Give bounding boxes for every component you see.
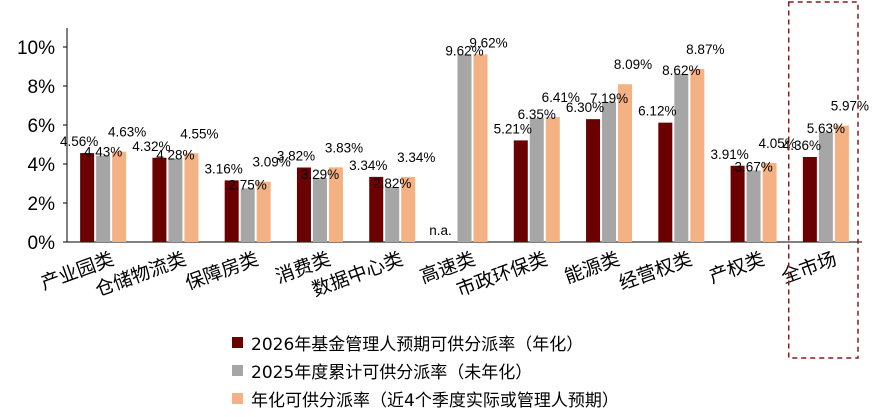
- bar-2-6: [457, 54, 472, 242]
- category-label-9: 经营权类: [616, 248, 695, 295]
- bar-3-10: [762, 163, 777, 242]
- data-labels: 4.56%4.43% 4.63%4.32%4.28% 4.55% 3.16%2.75%…: [60, 35, 869, 238]
- data-label-1-2: 4.32%: [132, 139, 170, 154]
- bar-1-2: [152, 157, 167, 242]
- bar-3-3: [256, 181, 271, 242]
- legend-swatch-series-3: [232, 392, 243, 404]
- category-label-8: 能源类: [562, 248, 623, 288]
- bar-2-7: [529, 118, 544, 242]
- data-label-2-1: 4.43%: [84, 145, 122, 160]
- data-label-3-8: 8.09%: [614, 57, 652, 72]
- legend-swatch-series-1: [232, 336, 243, 348]
- data-label-3-10: 4.05%: [758, 136, 796, 151]
- y-tick-label: 6%: [28, 116, 56, 137]
- bar-2-3: [240, 188, 255, 242]
- data-label-2-9: 8.62%: [662, 63, 700, 78]
- y-tick-label: 2%: [28, 194, 56, 215]
- category-label-11: 全市场: [778, 248, 839, 288]
- bar-1-8: [586, 119, 601, 242]
- bar-2-9: [674, 73, 689, 242]
- bar-3-4: [328, 167, 343, 242]
- data-label-2-5: 2.82%: [373, 176, 411, 191]
- data-label-2-7: 6.35%: [518, 107, 556, 122]
- bar-3-1: [112, 151, 127, 242]
- data-label-3-7: 6.41%: [542, 90, 580, 105]
- data-label-3-9: 8.87%: [686, 42, 724, 57]
- data-label-1-1: 4.56%: [60, 134, 98, 149]
- data-label-3-1: 4.63%: [108, 125, 146, 140]
- bar-3-7: [545, 117, 560, 242]
- data-label-1-6: n.a.: [429, 223, 452, 238]
- data-label-1-10: 3.91%: [710, 147, 748, 162]
- bar-2-5: [385, 187, 400, 242]
- data-label-1-3: 3.16%: [205, 161, 243, 176]
- legend-item-series-3: 年化可供分派率（近4个季度实际或管理人预期）: [232, 386, 619, 411]
- category-labels: 产业园类仓储物流类保障房类 消费类数据中心类 高速类市政环保类 能源类经营权类 产权类全…: [38, 248, 840, 301]
- bar-2-1: [96, 155, 111, 242]
- data-label-3-2: 4.55%: [180, 126, 218, 141]
- data-label-1-11: 4.36%: [783, 138, 821, 153]
- bar-2-10: [746, 170, 761, 242]
- bar-1-10: [730, 165, 745, 242]
- legend-label-series-3: 年化可供分派率（近4个季度实际或管理人预期）: [251, 390, 619, 411]
- y-tick-label: 4%: [28, 155, 56, 176]
- bar-1-3: [224, 180, 239, 242]
- highlight-box-all-market: [787, 1, 859, 359]
- data-label-1-4: 3.82%: [277, 149, 315, 164]
- legend-label-series-1: 2026年基金管理人预期可供分派率（年化）: [251, 334, 584, 355]
- bar-1-7: [513, 140, 528, 242]
- data-label-2-3: 2.75%: [229, 177, 267, 192]
- legend-item-series-2: 2025年度累计可供分派率（未年化）: [232, 358, 533, 383]
- category-label-10: 产权类: [706, 248, 767, 288]
- data-label-1-8: 6.30%: [566, 100, 604, 115]
- axes: 0% 2% 4% 6% 8% 10%: [17, 28, 862, 254]
- data-label-3-5: 3.34%: [397, 150, 435, 165]
- bar-1-5: [369, 176, 384, 242]
- data-label-2-4: 3.29%: [301, 167, 339, 182]
- data-label-2-8: 7.19%: [590, 91, 628, 106]
- legend-item-series-1: 2026年基金管理人预期可供分派率（年化）: [232, 330, 584, 355]
- bar-3-2: [184, 153, 199, 242]
- legend-swatch-series-2: [232, 364, 243, 376]
- y-tick-label: 8%: [28, 77, 56, 98]
- data-label-3-4: 3.83%: [325, 140, 363, 155]
- bar-3-6: [473, 54, 488, 242]
- y-tick-label: 10%: [17, 38, 55, 59]
- data-label-2-2: 4.28%: [156, 148, 194, 163]
- data-label-1-7: 5.21%: [494, 121, 532, 136]
- bar-3-5: [401, 176, 416, 242]
- bar-1-11: [802, 156, 817, 242]
- data-label-2-11: 5.63%: [807, 121, 845, 136]
- data-label-3-3: 3.09%: [253, 155, 291, 170]
- data-label-2-10: 3.67%: [734, 159, 772, 174]
- bar-3-9: [690, 69, 705, 242]
- data-label-1-9: 6.12%: [638, 104, 676, 119]
- bar-1-9: [658, 122, 673, 242]
- data-label-3-6: 9.62%: [469, 35, 507, 50]
- y-tick-label: 0%: [28, 233, 56, 254]
- category-label-3: 保障房类: [182, 248, 261, 295]
- bar-3-8: [618, 84, 633, 243]
- bar-3-11: [834, 125, 849, 242]
- bar-1-1: [80, 153, 95, 242]
- bar-1-4: [296, 167, 311, 242]
- legend-label-series-2: 2025年度累计可供分派率（未年化）: [251, 362, 533, 383]
- data-label-3-11: 5.97%: [831, 99, 869, 114]
- data-label-2-6: 9.62%: [445, 43, 483, 58]
- bar-2-11: [818, 132, 833, 242]
- bar-2-4: [312, 177, 327, 242]
- bars: [80, 54, 849, 243]
- data-label-1-5: 3.34%: [349, 158, 387, 173]
- bar-2-8: [602, 101, 617, 242]
- bar-2-2: [168, 158, 183, 242]
